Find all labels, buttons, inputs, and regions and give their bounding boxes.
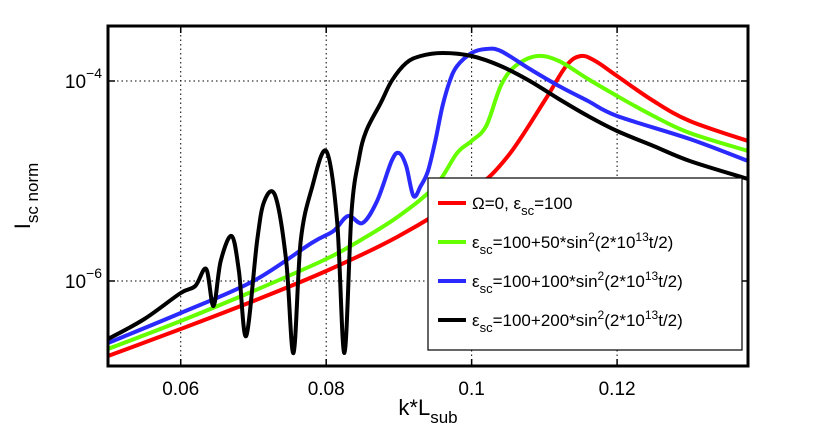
y-axis-title-sub: sc norm — [23, 163, 42, 223]
y-axis-title: Isc norm — [10, 163, 42, 230]
legend-label-black: εsc=100+200*sin2(2*1013t/2) — [472, 308, 683, 335]
legend-text-part: t/2) — [658, 272, 683, 291]
series-line-black — [108, 51, 748, 356]
x-tick-label: 0.12 — [599, 379, 636, 400]
series-line-green — [108, 53, 748, 351]
plot-frame — [106, 24, 750, 368]
y-tick-base: 10 — [65, 272, 86, 293]
x-tick-label: 0.1 — [458, 379, 484, 400]
legend-text-part: t/2) — [649, 233, 674, 252]
legend-text-part: 2 — [588, 230, 595, 244]
legend-text-part: 2 — [598, 269, 605, 283]
legend-text-part: =100 — [534, 194, 572, 213]
legend: Ω=0, εsc=100εsc=100+50*sin2(2*1013t/2)εs… — [427, 177, 743, 351]
series-line-red — [108, 53, 748, 358]
legend-text-part: (2*10 — [604, 272, 645, 291]
x-tick-label: 0.06 — [162, 379, 199, 400]
legend-text-part: 13 — [645, 269, 659, 283]
y-tick-label: 10−6 — [65, 265, 102, 293]
legend-text-part: (2*10 — [604, 311, 645, 330]
legend-text-part: ε — [472, 311, 480, 330]
legend-text-part: =100+50*sin — [493, 233, 588, 252]
legend-text-part: =100+200*sin — [493, 311, 598, 330]
legend-text-part: sc — [480, 242, 494, 257]
x-tick-label: 0.08 — [308, 379, 345, 400]
legend-text-part: Ω=0, ε — [472, 194, 522, 213]
legend-text-part: sc — [480, 320, 494, 335]
legend-text-part: 13 — [635, 230, 649, 244]
legend-label-blue: εsc=100+100*sin2(2*1013t/2) — [472, 269, 683, 296]
legend-text-part: =100+100*sin — [493, 272, 598, 291]
series-line-blue — [108, 46, 748, 345]
legend-text-part: ε — [472, 233, 480, 252]
x-axis-title: k*Lsub — [398, 395, 457, 427]
legend-text-part: 13 — [645, 308, 659, 322]
y-tick-exponent: −6 — [86, 265, 102, 281]
legend-label-red: Ω=0, εsc=100 — [472, 194, 572, 218]
y-tick-label: 10−4 — [65, 65, 102, 93]
x-axis-title-sub: sub — [430, 408, 457, 427]
legend-text-part: (2*10 — [595, 233, 636, 252]
legend-label-green: εsc=100+50*sin2(2*1013t/2) — [472, 230, 673, 257]
legend-text-part: t/2) — [658, 311, 683, 330]
y-tick-exponent: −4 — [86, 65, 102, 81]
series-lines — [108, 46, 748, 358]
legend-text-part: ε — [472, 272, 480, 291]
legend-text-part: sc — [480, 281, 494, 296]
legend-box — [427, 177, 743, 351]
y-tick-base: 10 — [65, 72, 86, 93]
legend-text-part: sc — [521, 203, 535, 218]
legend-text-part: 2 — [598, 308, 605, 322]
